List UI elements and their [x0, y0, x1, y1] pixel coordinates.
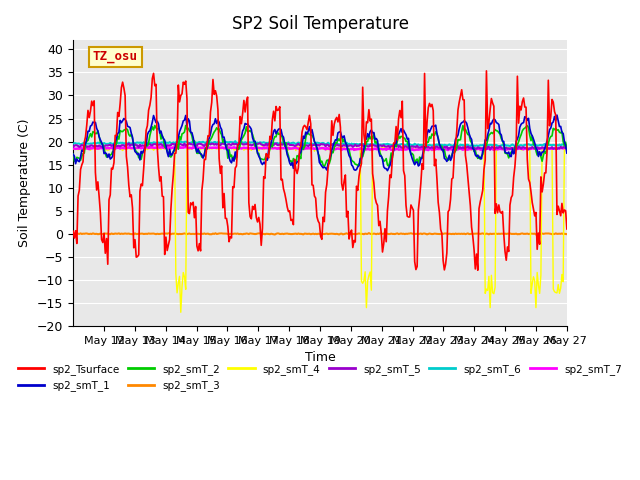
- Text: TZ_osu: TZ_osu: [93, 50, 138, 63]
- Title: SP2 Soil Temperature: SP2 Soil Temperature: [232, 15, 408, 33]
- Legend: sp2_Tsurface, sp2_smT_1, sp2_smT_2, sp2_smT_3, sp2_smT_4, sp2_smT_5, sp2_smT_6, : sp2_Tsurface, sp2_smT_1, sp2_smT_2, sp2_…: [14, 360, 626, 395]
- X-axis label: Time: Time: [305, 351, 335, 364]
- Y-axis label: Soil Temperature (C): Soil Temperature (C): [19, 119, 31, 247]
